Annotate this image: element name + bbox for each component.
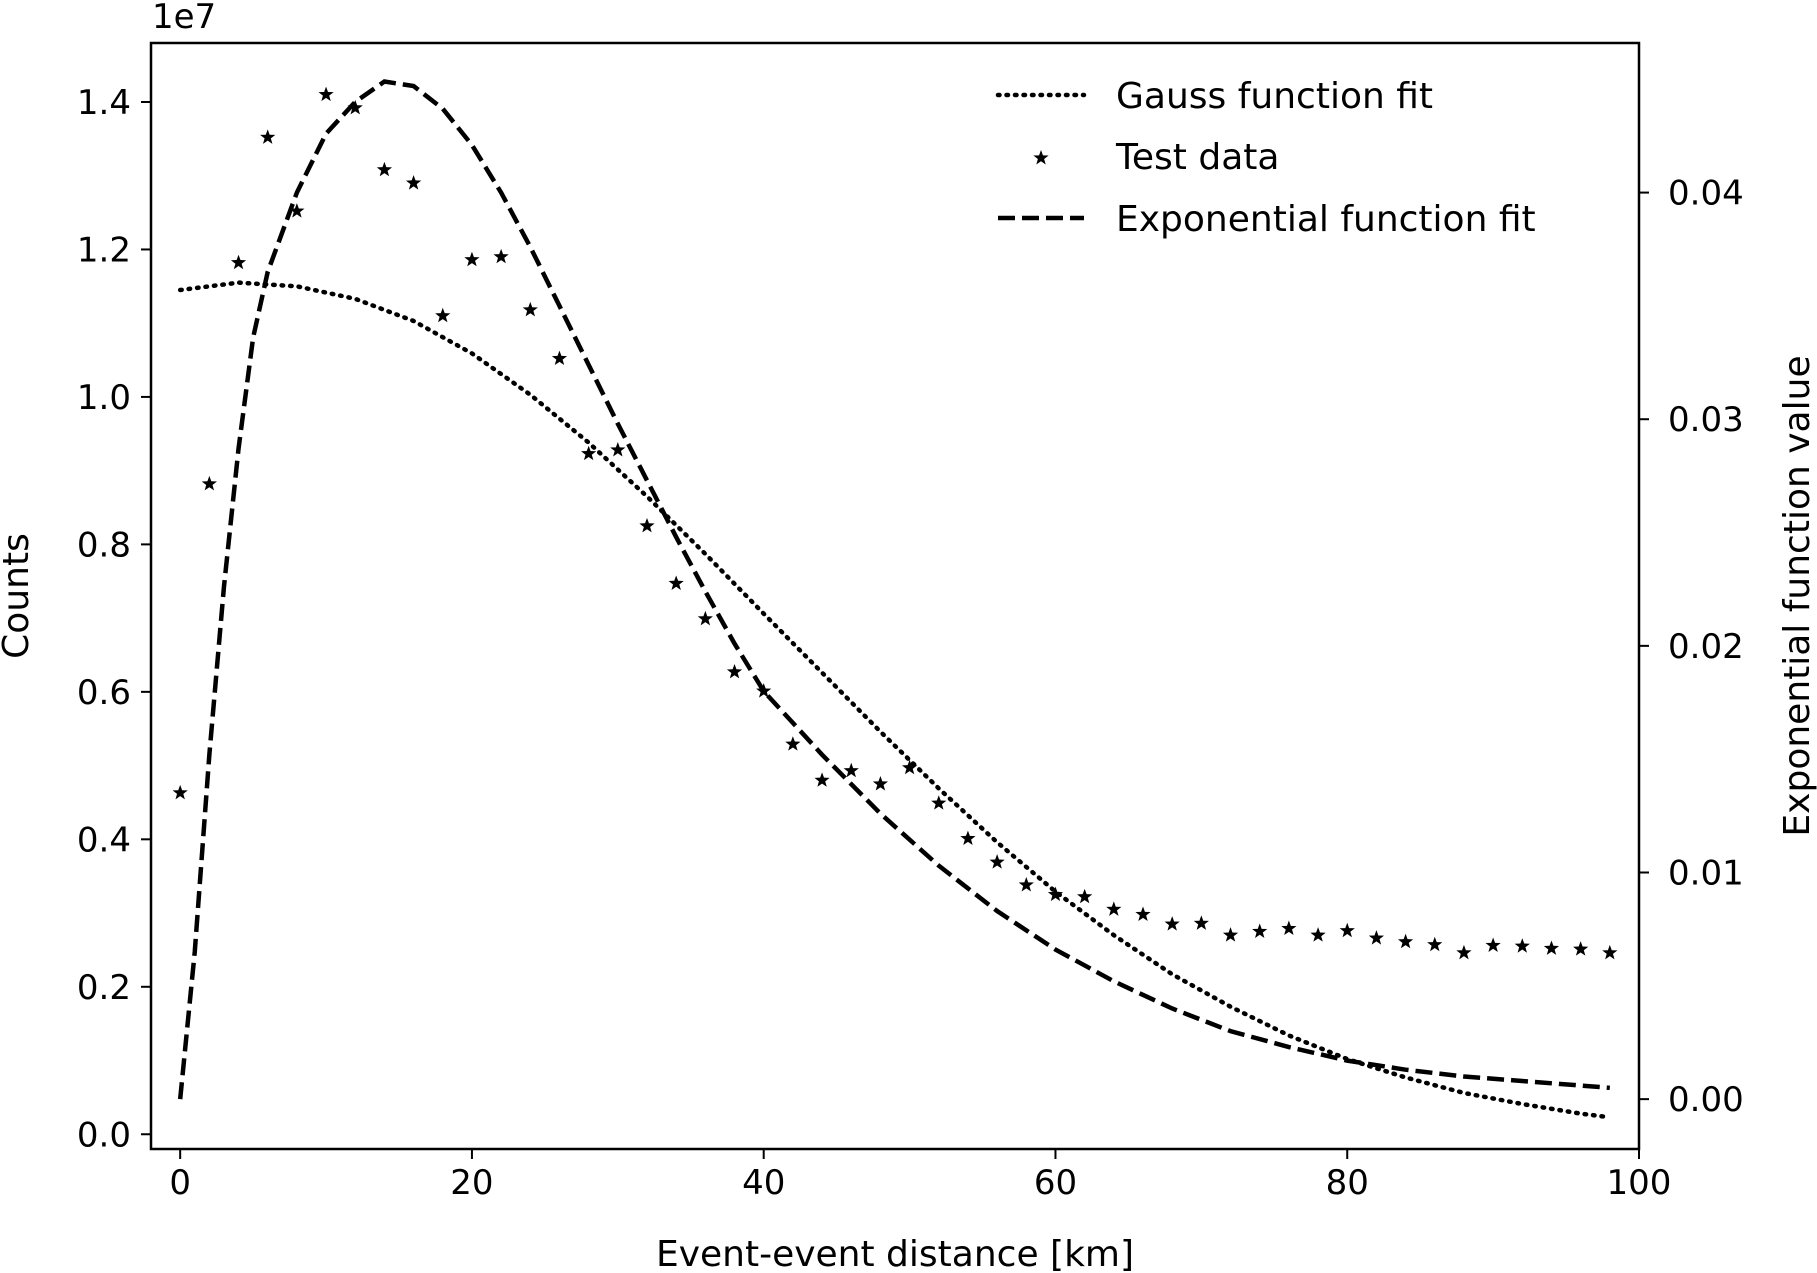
- y-tick-label: 0.6: [77, 673, 131, 713]
- test-data-point: [522, 301, 538, 317]
- test-data-point: [318, 86, 334, 102]
- test-data-point: [1456, 944, 1472, 960]
- exponential-fit-line: [177, 79, 1610, 1100]
- test-data-point: [347, 99, 363, 115]
- x-ticks: 0 20 40 60 80 100: [169, 1149, 1671, 1203]
- test-data-point: [814, 772, 830, 787]
- x-tick-label: 100: [1607, 1163, 1672, 1203]
- y-offset-label: 1e7: [152, 0, 216, 37]
- y-tick-label: 1.4: [77, 83, 131, 123]
- y2-ticks: 0.00 0.01 0.02 0.03 0.04: [1639, 174, 1744, 1120]
- plot-markers: [172, 86, 1618, 960]
- test-data-point: [551, 350, 568, 366]
- y-tick-label: 0.8: [77, 525, 131, 565]
- test-data-point: [1164, 916, 1180, 931]
- y2-tick-label: 0.00: [1668, 1080, 1744, 1120]
- legend: Gauss function fit Test data Exponential…: [995, 76, 1536, 240]
- test-data-point: [1602, 944, 1618, 960]
- y2-tick-label: 0.04: [1668, 174, 1744, 214]
- test-data-point: [201, 475, 217, 491]
- y2-tick-label: 0.02: [1668, 627, 1744, 667]
- y-tick-label: 1.0: [77, 378, 131, 418]
- test-data-point: [931, 795, 947, 810]
- test-data-point: [1047, 886, 1064, 902]
- x-tick-label: 40: [742, 1163, 785, 1203]
- test-data-point: [697, 610, 713, 626]
- plot-frame: [149, 41, 1641, 1151]
- test-data-point: [289, 203, 305, 218]
- x-tick-label: 20: [450, 1163, 493, 1203]
- test-data-point: [726, 663, 743, 679]
- test-data-point: [960, 830, 976, 846]
- y-ticks: 0.0 0.2 0.4 0.6 0.8 1.0 1.2 1.4: [77, 83, 151, 1155]
- test-data-point: [1106, 901, 1122, 916]
- test-data-point: [1252, 923, 1268, 938]
- legend-label-exponential: Exponential function fit: [1116, 199, 1536, 240]
- x-axis-label: Event-event distance [km]: [656, 1234, 1134, 1273]
- test-data-point: [1397, 933, 1414, 949]
- test-data-point: [989, 854, 1005, 869]
- y-tick-label: 1.2: [77, 230, 131, 270]
- test-data-point: [1281, 920, 1297, 936]
- test-data-point: [1018, 877, 1034, 892]
- legend-label-test-data: Test data: [1115, 137, 1279, 178]
- test-data-point: [1573, 941, 1589, 956]
- test-data-point: [1193, 915, 1209, 930]
- y-tick-label: 0.4: [77, 820, 131, 860]
- test-data-point: [581, 445, 597, 461]
- legend-swatch-test-data: [1033, 150, 1049, 165]
- test-data-point: [1077, 888, 1093, 904]
- test-data-point: [639, 517, 655, 533]
- x-tick-label: 60: [1034, 1163, 1077, 1203]
- test-data-point: [1543, 940, 1560, 955]
- test-data-point: [1310, 927, 1326, 942]
- y2-tick-label: 0.03: [1668, 400, 1744, 440]
- test-data-point: [872, 776, 889, 791]
- y-axis-label: Counts: [0, 533, 37, 659]
- test-data-point: [230, 254, 247, 270]
- test-data-point: [1485, 937, 1501, 952]
- y2-axis-label: Exponential function value: [1777, 355, 1817, 836]
- test-data-point: [1135, 906, 1151, 921]
- test-data-point: [785, 736, 801, 751]
- test-data-point: [1222, 927, 1239, 942]
- test-data-point: [901, 759, 918, 775]
- test-data-point: [843, 762, 859, 778]
- test-data-point: [260, 129, 276, 144]
- x-tick-label: 0: [169, 1163, 191, 1203]
- legend-label-gauss: Gauss function fit: [1116, 76, 1433, 117]
- test-data-point: [172, 784, 188, 800]
- y-tick-label: 0.2: [77, 968, 131, 1008]
- test-data-point: [668, 575, 684, 590]
- legend-star-icon: [1033, 150, 1049, 165]
- y2-tick-label: 0.01: [1668, 854, 1744, 894]
- test-data-point: [1339, 922, 1355, 938]
- test-data-point: [435, 307, 451, 323]
- test-data-point: [1368, 930, 1385, 945]
- test-data-point: [405, 175, 422, 190]
- x-tick-label: 80: [1326, 1163, 1369, 1203]
- gauss-fit-line: [177, 280, 1613, 1120]
- test-data-point: [1427, 936, 1443, 952]
- test-data-point: [493, 248, 509, 264]
- test-data-point: [464, 251, 480, 267]
- test-data-point: [610, 442, 626, 457]
- test-data-point: [376, 161, 393, 177]
- y-tick-label: 0.0: [77, 1115, 131, 1155]
- test-data-point: [756, 683, 772, 698]
- test-data-point: [1514, 938, 1530, 953]
